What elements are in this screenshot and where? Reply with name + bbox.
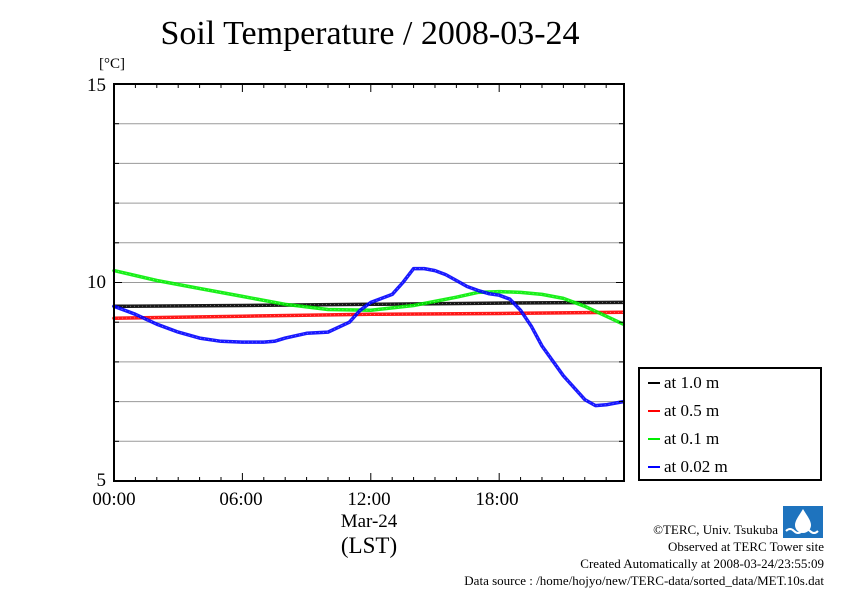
credit-created: Created Automatically at 2008-03-24/23:5…: [580, 556, 824, 571]
x-tick-label-0600: 06:00: [219, 489, 263, 510]
credit-copyright: ©TERC, Univ. Tsukuba: [653, 522, 778, 537]
legend-swatch-05m: [648, 410, 660, 412]
x-axis-label: (LST): [340, 533, 398, 558]
legend-item-1m: at 1.0 m: [644, 372, 820, 394]
series-layer: [112, 266, 626, 408]
legend-swatch-1m: [648, 382, 660, 384]
credit-source: Data source : /home/hojyo/new/TERC-data/…: [464, 573, 824, 588]
legend: at 1.0 m at 0.5 m at 0.1 m at 0.02 m: [638, 367, 822, 481]
series-texture-2: [113, 270, 624, 325]
x-tick-label-0000: 00:00: [92, 489, 136, 510]
legend-label-01m: at 0.1 m: [664, 429, 720, 448]
legend-item-05m: at 0.5 m: [644, 400, 820, 422]
y-tick-label-5: 5: [96, 470, 107, 491]
legend-label-002m: at 0.02 m: [664, 457, 728, 476]
legend-swatch-01m: [648, 438, 660, 440]
terc-logo-icon: [783, 506, 823, 538]
x-date-label: Mar-24: [340, 511, 398, 532]
legend-item-01m: at 0.1 m: [644, 428, 820, 450]
legend-swatch-002m: [648, 466, 660, 468]
x-tick-label-1200: 12:00: [347, 489, 391, 510]
axis-ticks: [113, 83, 624, 482]
legend-label-05m: at 0.5 m: [664, 401, 720, 420]
chart-title: Soil Temperature / 2008-03-24: [160, 15, 580, 52]
legend-item-002m: at 0.02 m: [644, 456, 820, 478]
grid-lines: [114, 123, 624, 442]
y-tick-label-15: 15: [87, 75, 106, 96]
x-tick-label-1800: 18:00: [475, 489, 519, 510]
credit-site: Observed at TERC Tower site: [667, 539, 824, 554]
y-axis-unit: [°C]: [99, 56, 125, 72]
series-texture-1: [113, 312, 624, 319]
series-line-3: [112, 266, 626, 408]
y-tick-label-10: 10: [87, 272, 106, 293]
legend-label-1m: at 1.0 m: [664, 373, 720, 392]
